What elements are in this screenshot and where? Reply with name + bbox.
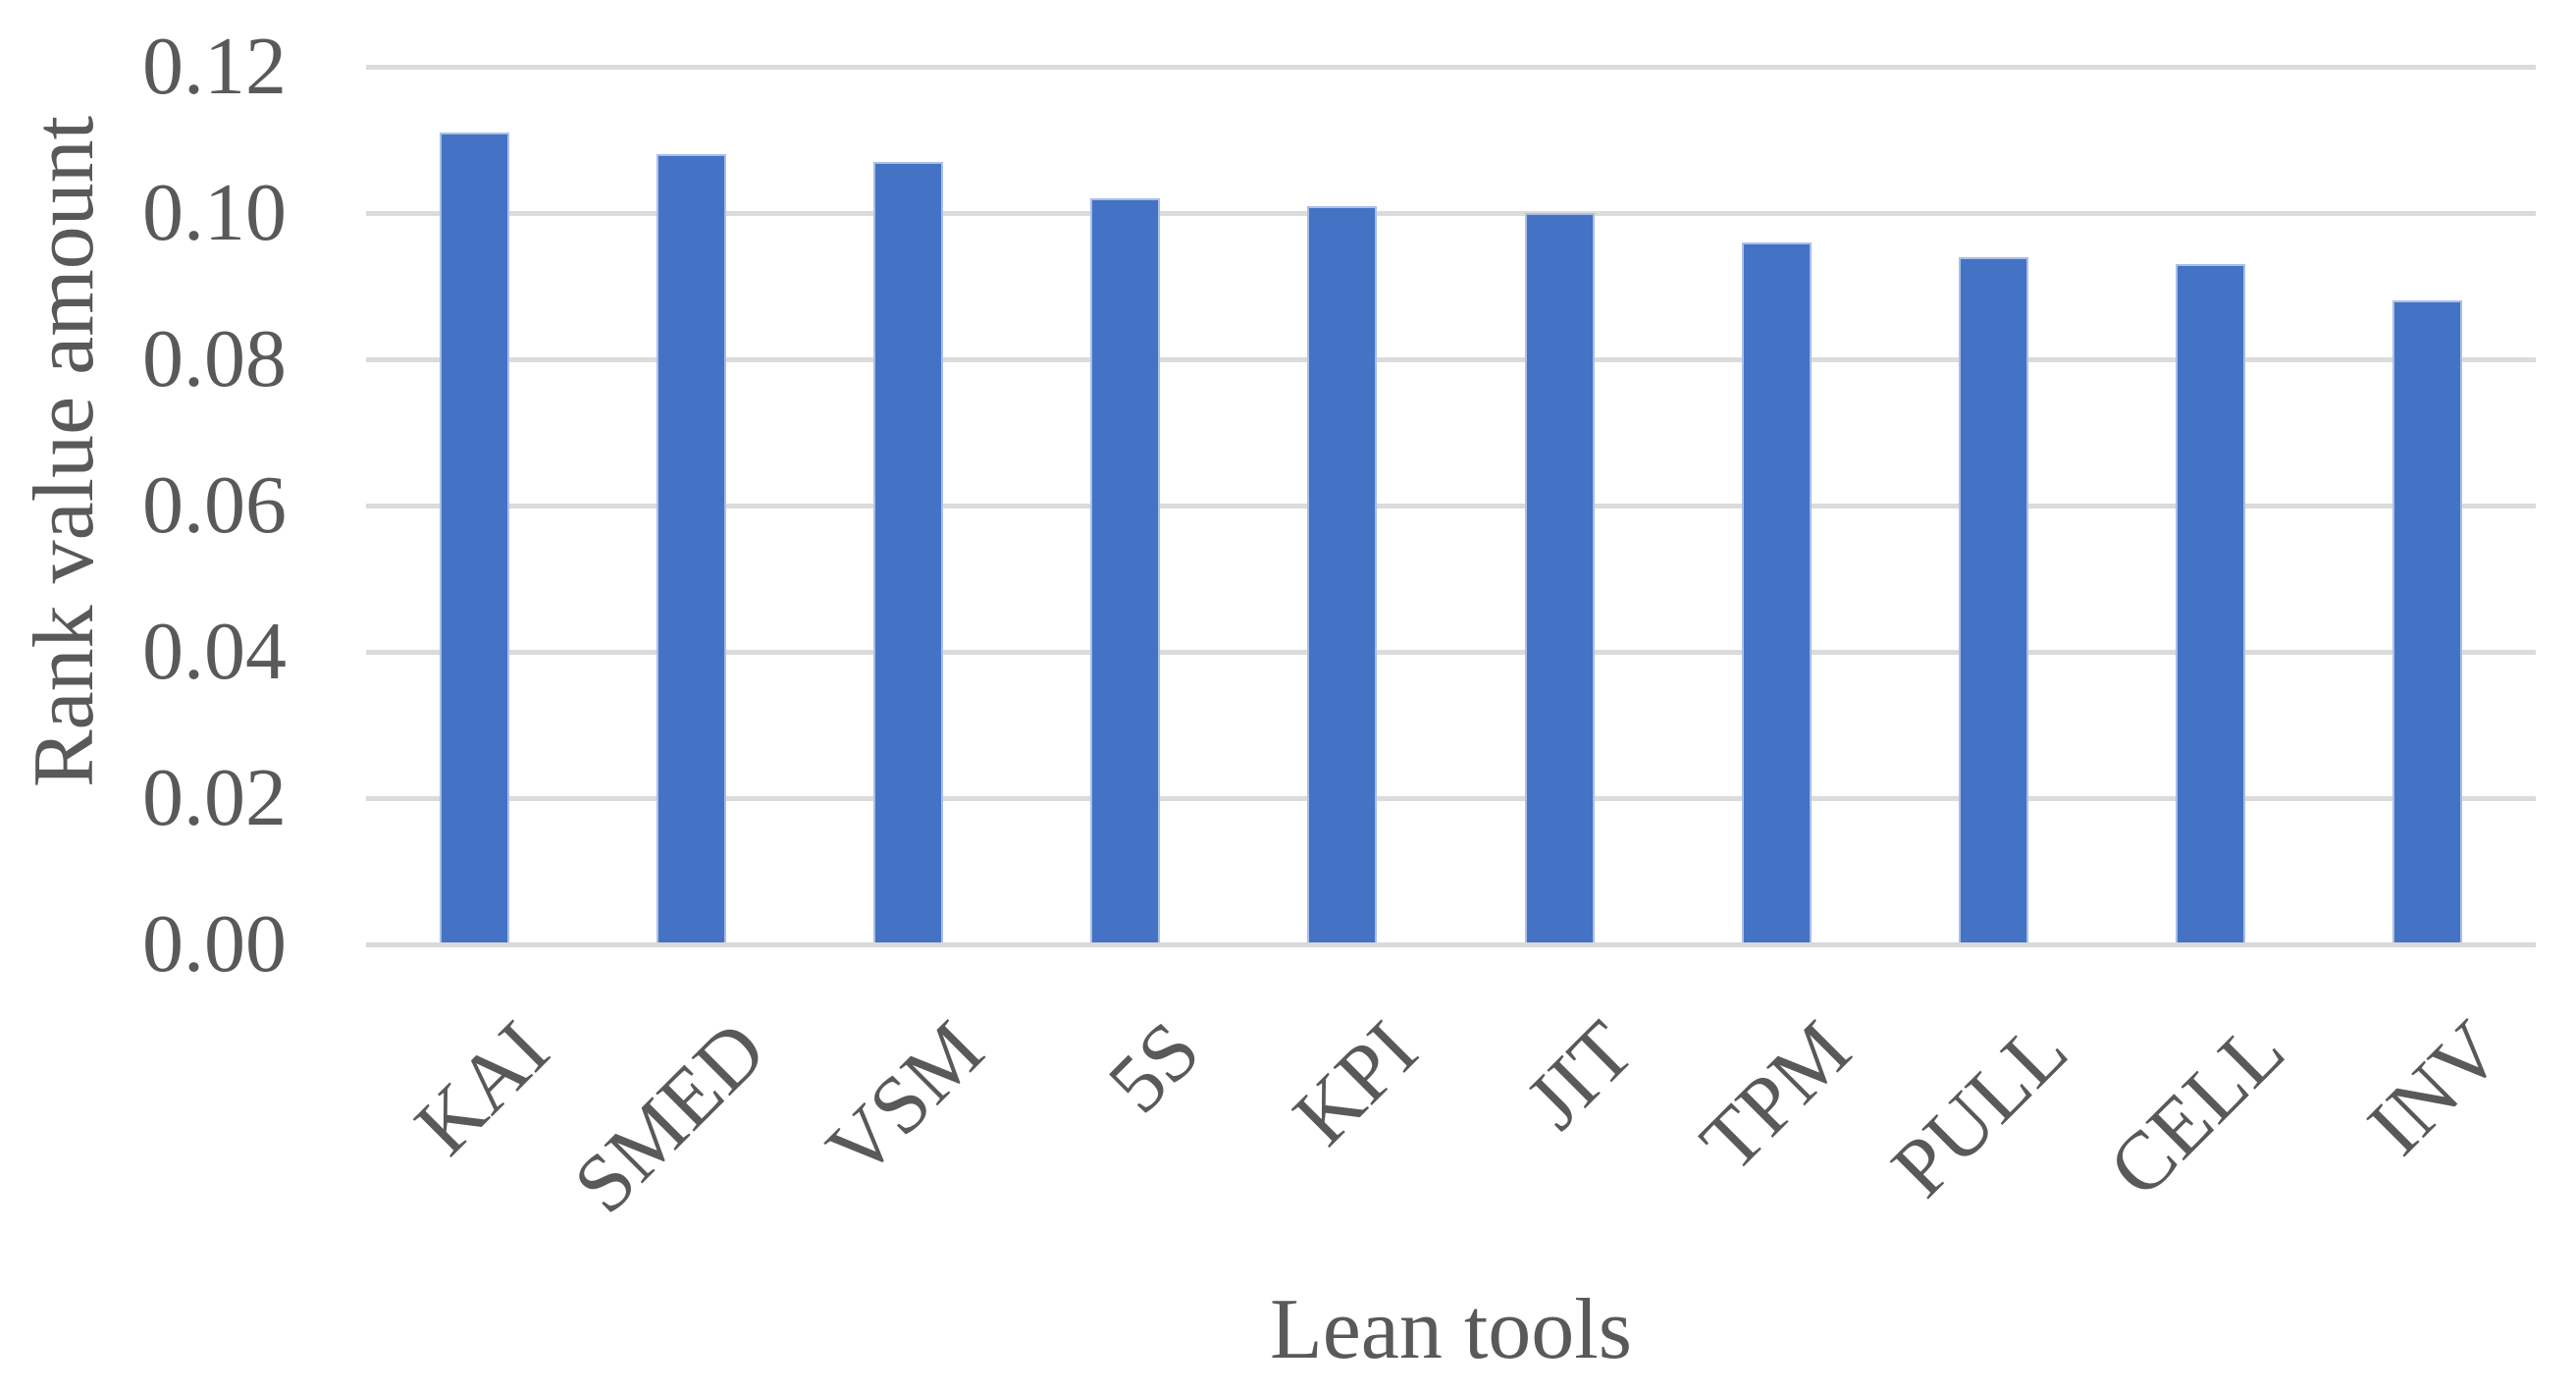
bar-CELL <box>2175 264 2245 944</box>
bar-TPM <box>1741 241 1812 944</box>
category-label-PULL: PULL <box>1874 1003 2085 1215</box>
y-tick-label-0.10: 0.10 <box>142 167 287 258</box>
bar-VSM <box>873 161 944 944</box>
category-label-TPM: TPM <box>1683 1003 1868 1189</box>
bar-5S <box>1090 198 1161 944</box>
category-label-KAI: KAI <box>397 1003 567 1173</box>
bar-PULL <box>1958 256 2028 944</box>
y-axis-title: Rank value amount <box>17 115 113 788</box>
category-label-KPI: KPI <box>1276 1003 1435 1163</box>
gridline-0.02 <box>366 796 2536 801</box>
y-tick-label-0.06: 0.06 <box>142 459 287 551</box>
category-label-INV: INV <box>2350 1003 2520 1173</box>
gridline-0.10 <box>366 211 2536 216</box>
bar-JIT <box>1524 213 1595 944</box>
gridline-0.06 <box>366 504 2536 509</box>
y-tick-label-0.12: 0.12 <box>142 21 287 112</box>
gridline-0.12 <box>366 65 2536 70</box>
bar-SMED <box>657 154 727 944</box>
x-axis-title: Lean tools <box>1269 1282 1632 1377</box>
category-label-VSM: VSM <box>809 1003 1001 1196</box>
category-label-JIT: JIT <box>1508 1003 1652 1147</box>
category-label-5S: 5S <box>1090 1003 1218 1131</box>
gridline-0.08 <box>366 357 2536 362</box>
bar-INV <box>2392 300 2462 944</box>
y-tick-label-0.00: 0.00 <box>142 898 287 990</box>
y-tick-label-0.02: 0.02 <box>142 752 287 843</box>
y-tick-label-0.04: 0.04 <box>142 606 287 697</box>
bar-KPI <box>1307 205 1378 944</box>
gridline-0.04 <box>366 650 2536 655</box>
category-label-SMED: SMED <box>556 1003 784 1231</box>
bar-KAI <box>440 133 510 944</box>
x-axis-line <box>366 942 2536 947</box>
y-tick-label-0.08: 0.08 <box>142 313 287 404</box>
category-label-CELL: CELL <box>2091 1003 2302 1215</box>
